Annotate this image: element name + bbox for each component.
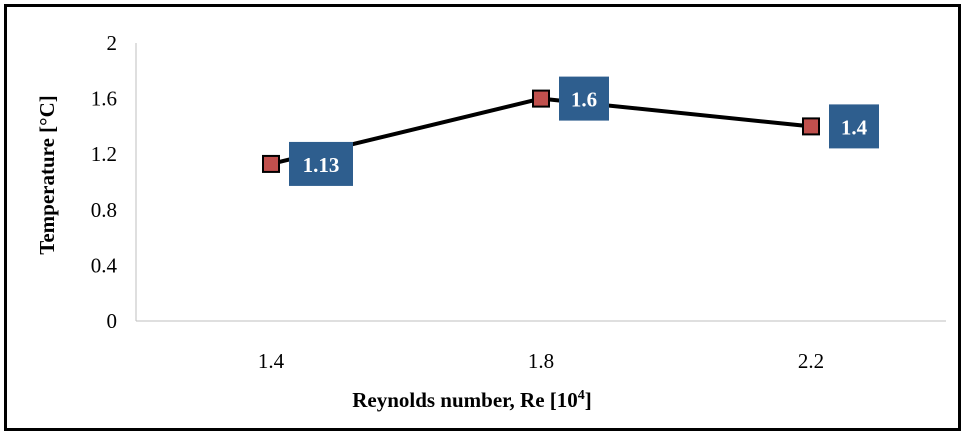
- y-tick-label: 1.6: [91, 87, 117, 111]
- x-tick-label: 1.4: [258, 349, 285, 373]
- x-axis-title: Reynolds number, Re [104]: [352, 388, 592, 412]
- data-label: 1.13: [303, 153, 340, 177]
- y-axis-tick-labels: 0 0.4 0.8 1.2 1.6 2: [91, 31, 118, 333]
- y-axis-title: Temperature [°C]: [35, 95, 59, 254]
- data-point-marker: [532, 89, 550, 108]
- x-axis-tick-labels: 1.4 1.8 2.2: [258, 349, 824, 373]
- data-label: 1.6: [571, 88, 597, 112]
- x-axis-title-suffix: ]: [585, 388, 592, 412]
- y-tick-label: 0: [107, 309, 118, 333]
- data-label: 1.4: [841, 115, 868, 139]
- x-tick-label: 2.2: [798, 349, 824, 373]
- x-tick-label: 1.8: [528, 349, 554, 373]
- data-label-box: [559, 76, 609, 121]
- chart-frame: 0 0.4 0.8 1.2 1.6 2 1.4 1.8 2.2 1.13 1.6 1.4 Temp…: [4, 4, 961, 431]
- y-tick-label: 0.8: [91, 198, 117, 222]
- data-point-marker: [262, 154, 280, 173]
- data-label-box: [829, 104, 879, 149]
- y-tick-label: 2: [107, 31, 118, 55]
- x-axis-title-main: Reynolds number, Re [10: [352, 388, 578, 412]
- series-markers: [262, 89, 820, 173]
- data-label-box: [289, 141, 353, 186]
- y-tick-label: 1.2: [91, 142, 117, 166]
- line-chart: 0 0.4 0.8 1.2 1.6 2 1.4 1.8 2.2 1.13 1.6 1.4 Temp…: [35, 31, 946, 412]
- y-tick-label: 0.4: [91, 253, 118, 277]
- data-point-marker: [802, 117, 820, 136]
- data-labels: 1.13 1.6 1.4: [289, 76, 879, 186]
- x-axis-title-superscript: 4: [578, 388, 585, 403]
